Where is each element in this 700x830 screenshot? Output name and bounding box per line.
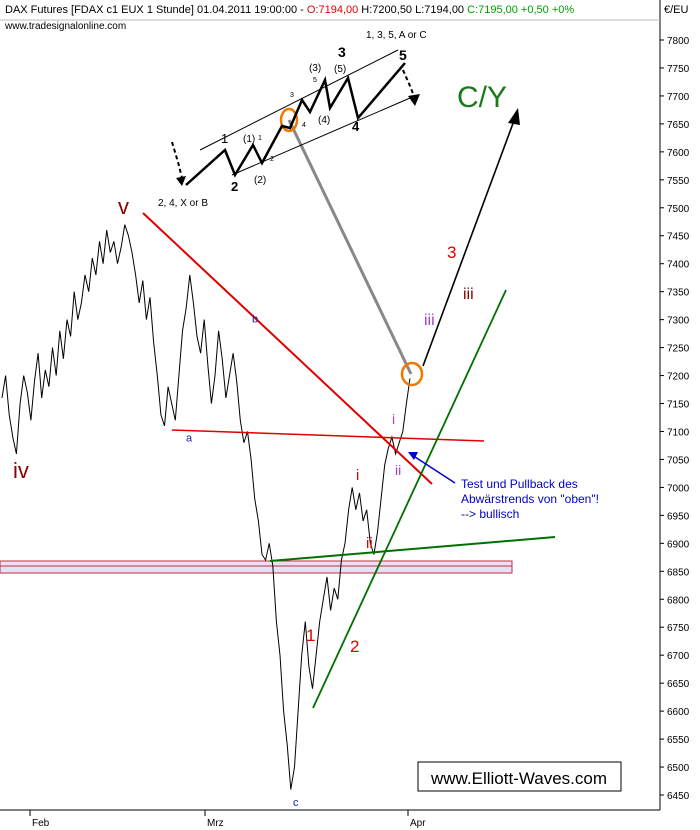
currency-label: €/EU: [664, 4, 689, 16]
inset-circle: [279, 107, 299, 133]
y-tick-label: 7050: [667, 455, 690, 466]
inset-wave-p2: (2): [254, 175, 266, 186]
watermark-box: [417, 761, 622, 792]
uptrend-line: [312, 289, 507, 709]
inset-wave-p3: (3): [309, 63, 321, 74]
inset-wave-p4: (4): [318, 115, 330, 126]
horizontal-support-line-a: [171, 429, 485, 442]
downtrend-line: [142, 212, 433, 485]
y-tick-label: 7350: [667, 288, 690, 299]
header-title: DAX Futures [FDAX c1 EUX 1 Stunde] 01.04…: [5, 4, 574, 16]
x-tick-label: Feb: [32, 818, 50, 829]
y-tick-label: 7100: [667, 427, 690, 438]
inset-sub-3: 3: [290, 92, 294, 99]
y-tick-label: 6450: [667, 791, 690, 802]
x-tick-label: Apr: [410, 818, 426, 829]
wave-label-2: 2: [350, 637, 359, 656]
y-tick-label: 7000: [667, 483, 690, 494]
marker-label-c: c: [293, 797, 299, 809]
note-line-2: Abwärstrends von "oben"!: [461, 492, 599, 506]
inset-sub-1: 1: [258, 135, 262, 142]
note-line-1: Test und Pullback des: [461, 477, 578, 491]
note-line-3: --> bullisch: [461, 507, 519, 521]
y-tick-label: 7150: [667, 400, 690, 411]
wave-label-iv: iv: [13, 458, 29, 483]
price-series-line: [1, 224, 411, 790]
wave-label-iii-red: iii: [463, 286, 474, 303]
projection-line: [287, 119, 413, 375]
website-label: www.tradesignalonline.com: [4, 21, 126, 32]
marker-label-b: b: [252, 313, 258, 325]
inset-label-135: 1, 3, 5, A or C: [366, 30, 427, 41]
target-circle: [400, 361, 424, 387]
y-tick-label: 6650: [667, 679, 690, 690]
y-tick-label: 6750: [667, 623, 690, 634]
inset-wave-diagram: 2, 4, X or B 1, 3, 5, A or C 1 2 3 4 5 (…: [158, 30, 427, 209]
x-axis-ticks: Feb Mrz Apr: [29, 810, 426, 829]
y-tick-label: 7450: [667, 232, 690, 243]
y-tick-label: 7400: [667, 260, 690, 271]
inset-channel-upper: [199, 49, 399, 151]
wave-label-c-y: C/Y: [457, 81, 507, 114]
wave-label-ii-purple: ii: [395, 462, 401, 478]
y-tick-label: 7650: [667, 120, 690, 131]
y-tick-label: 7550: [667, 176, 690, 187]
inset-sub-4: 4: [302, 122, 306, 129]
y-tick-label: 7600: [667, 148, 690, 159]
y-tick-label: 7750: [667, 64, 690, 75]
watermark-text: www.Elliott-Waves.com: [430, 769, 607, 788]
note-arrow-head: [408, 452, 418, 460]
wave-label-ii-red: ii: [366, 535, 373, 552]
inset-arrow-head-right: [408, 94, 420, 106]
inset-channel-lower: [231, 97, 411, 176]
y-tick-label: 6700: [667, 651, 690, 662]
support-zone: [0, 560, 513, 574]
y-tick-label: 7800: [667, 36, 690, 47]
y-tick-label: 6900: [667, 539, 690, 550]
inset-wave-p1: (1): [243, 134, 255, 145]
inset-wave-p5: (5): [334, 64, 346, 75]
wave-label-1: 1: [306, 626, 315, 645]
inset-wave-4: 4: [352, 119, 360, 134]
y-tick-label: 6950: [667, 511, 690, 522]
green-support-line: [269, 536, 556, 562]
y-axis-ticks: 6450 6500 6550 6600 6650 6700 6750 6800 6850 6900…: [660, 36, 690, 802]
y-tick-label: 6500: [667, 763, 690, 774]
y-tick-label: 6550: [667, 735, 690, 746]
inset-arrow-head-left: [176, 176, 186, 186]
target-arrow-line: [422, 117, 516, 367]
wave-label-iii-purple: iii: [424, 312, 435, 329]
inset-sub-2: 2: [270, 156, 274, 163]
marker-label-a: a: [186, 432, 193, 444]
y-tick-label: 6850: [667, 567, 690, 578]
inset-wave-path: [185, 62, 406, 186]
x-tick-label: Mrz: [207, 818, 224, 829]
inset-wave-3: 3: [338, 44, 346, 60]
target-arrow-head: [508, 108, 520, 125]
y-tick-label: 7200: [667, 372, 690, 383]
inset-dashed-arrow-left: [171, 141, 183, 179]
y-tick-label: 6800: [667, 595, 690, 606]
wave-label-i-purple: i: [392, 411, 395, 427]
inset-sub-5: 5: [313, 77, 317, 84]
plot-area: [0, 0, 660, 830]
inset-dashed-arrow-right: [402, 69, 415, 97]
inset-label-235: 2, 4, X or B: [158, 198, 208, 209]
y-tick-label: 7300: [667, 316, 690, 327]
inset-wave-5: 5: [399, 47, 407, 63]
y-tick-label: 6600: [667, 707, 690, 718]
inset-wave-2: 2: [231, 179, 238, 194]
y-tick-label: 7500: [667, 204, 690, 215]
y-tick-label: 7250: [667, 344, 690, 355]
wave-label-i-red: i: [356, 467, 359, 484]
wave-label-v: v: [118, 194, 129, 219]
inset-wave-1: 1: [221, 131, 228, 146]
price-markers: a b c: [186, 313, 299, 808]
wave-label-3: 3: [447, 243, 456, 262]
y-tick-label: 7700: [667, 92, 690, 103]
note-arrow-line: [411, 454, 456, 484]
